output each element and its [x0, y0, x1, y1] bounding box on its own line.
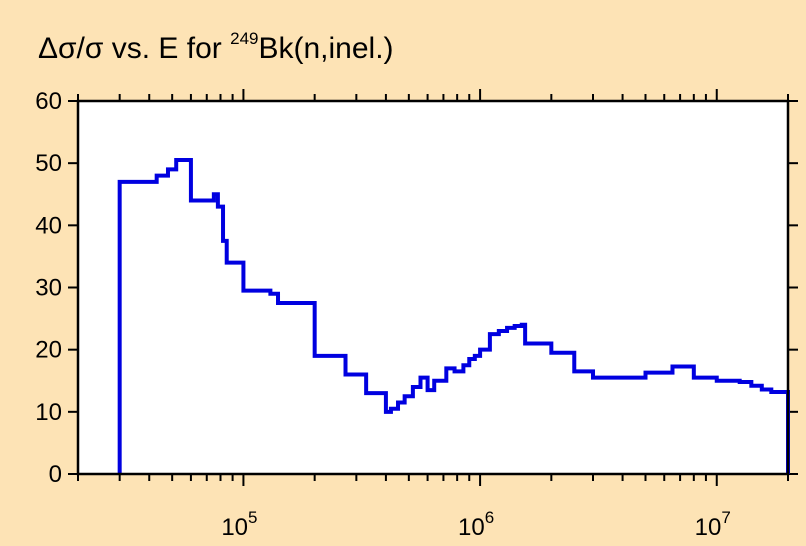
- chart-title-prefix: Δσ/σ vs. E for: [38, 32, 230, 65]
- x-tick-label: 106: [458, 508, 494, 541]
- tick-label-layer: 0 10 20 30 40 50 60 105 106 107: [35, 88, 731, 541]
- series-line: [117, 158, 790, 474]
- y-tick-label: 20: [35, 337, 62, 364]
- y-tick-label: 40: [35, 212, 62, 239]
- y-tick-label: 10: [35, 399, 62, 426]
- x-tick-label: 107: [695, 508, 731, 541]
- y-tick-label: 50: [35, 150, 62, 177]
- chart-title-mass-number: 249: [230, 29, 258, 48]
- y-tick-label: 0: [49, 461, 62, 488]
- chart-title-suffix: Bk(n,inel.): [258, 32, 393, 65]
- y-tick-label: 60: [35, 88, 62, 115]
- x-tick-label: 105: [221, 508, 257, 541]
- chart-title: Δσ/σ vs. E for 249Bk(n,inel.): [38, 29, 394, 65]
- plot-area: [78, 101, 788, 474]
- plot-frame: [76, 99, 790, 476]
- y-tick-label: 30: [35, 275, 62, 302]
